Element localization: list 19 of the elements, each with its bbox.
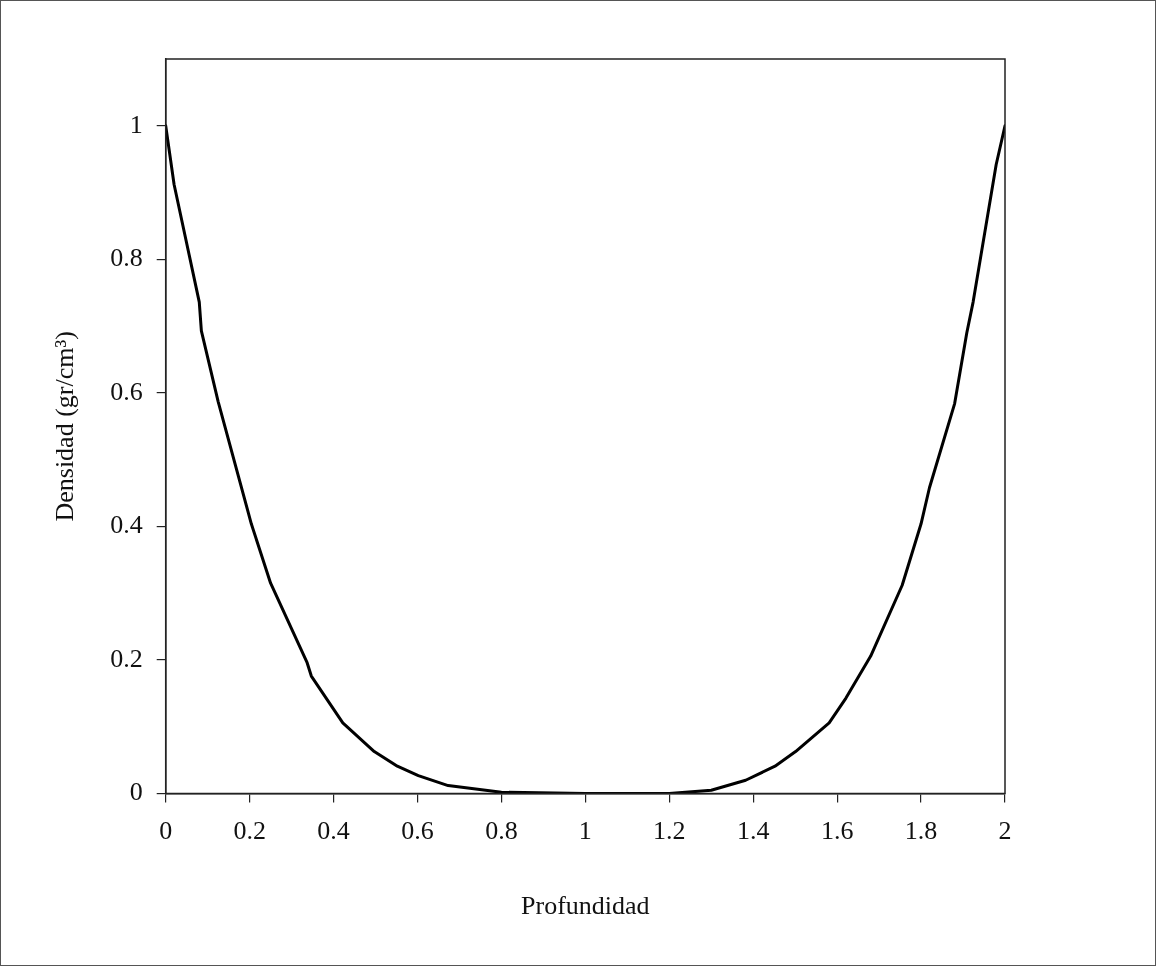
x-tick-label: 0.8 bbox=[485, 816, 518, 846]
x-tick-label: 0.4 bbox=[317, 816, 350, 846]
x-tick-label: 0.2 bbox=[233, 816, 266, 846]
x-tick-label: 1.8 bbox=[904, 816, 938, 846]
x-tick-label: 2 bbox=[998, 816, 1012, 846]
x-tick-label: 1.6 bbox=[820, 816, 854, 846]
x-tick-label: 1 bbox=[578, 816, 592, 846]
y-tick-label: 0.8 bbox=[110, 243, 143, 273]
y-tick-label: 0.6 bbox=[110, 376, 143, 406]
y-tick-label: 0.2 bbox=[110, 643, 143, 673]
y-tick-label: 0.4 bbox=[110, 510, 143, 540]
x-tick-label: 0 bbox=[159, 816, 173, 846]
x-tick-label: 1.4 bbox=[736, 816, 770, 846]
y-axis-title: Densidad (gr/cm³) bbox=[50, 331, 80, 522]
x-axis-title: Profundidad bbox=[521, 891, 650, 921]
x-tick-label: 0.6 bbox=[401, 816, 434, 846]
x-tick-label: 1.2 bbox=[653, 816, 686, 846]
y-tick-label: 1 bbox=[129, 109, 143, 139]
y-tick-label: 0 bbox=[129, 777, 143, 807]
